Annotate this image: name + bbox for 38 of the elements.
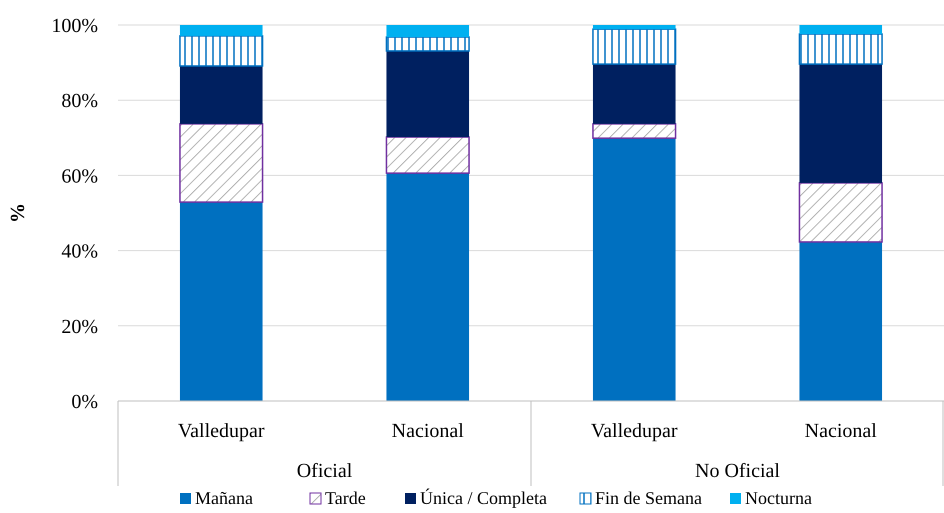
bar — [386, 36, 470, 52]
bar — [799, 64, 882, 183]
y-tick-label: 0% — [71, 391, 98, 413]
bar — [180, 66, 263, 124]
legend-label: Mañana — [195, 488, 253, 508]
bar — [179, 35, 264, 67]
bar — [592, 138, 676, 401]
bar — [799, 242, 882, 401]
text: Oficial — [296, 460, 353, 482]
bar — [798, 33, 883, 65]
bar — [386, 25, 470, 38]
x-tick-label: Nacional — [804, 420, 878, 442]
bar — [592, 64, 676, 124]
y-axis-title: % — [7, 203, 29, 223]
x-tick-label: Nacional — [392, 420, 464, 442]
y-tick-label: 40% — [61, 240, 98, 263]
legend-label: Fin de Semana — [595, 488, 702, 508]
legend-label: Nocturna — [745, 488, 812, 508]
bar — [179, 123, 264, 203]
bar — [799, 25, 882, 34]
legend-label: Única / Completa — [420, 488, 547, 508]
x-tick-label: Valledupar — [178, 420, 265, 442]
bar — [592, 123, 676, 139]
bar — [180, 202, 263, 401]
bar — [386, 173, 470, 401]
bar — [592, 25, 676, 30]
y-tick-label: 100% — [51, 15, 98, 37]
text: No Oficial — [695, 460, 780, 482]
legend-label: Tarde — [325, 488, 366, 508]
y-tick-label: 80% — [61, 90, 98, 112]
y-tick-label: 60% — [61, 165, 98, 188]
x-tick-label: Valledupar — [590, 420, 678, 442]
bar — [798, 182, 883, 243]
y-tick-label: 20% — [61, 316, 98, 338]
bar — [386, 50, 470, 138]
bar — [592, 28, 676, 65]
bar — [180, 25, 263, 36]
bar — [386, 136, 470, 174]
